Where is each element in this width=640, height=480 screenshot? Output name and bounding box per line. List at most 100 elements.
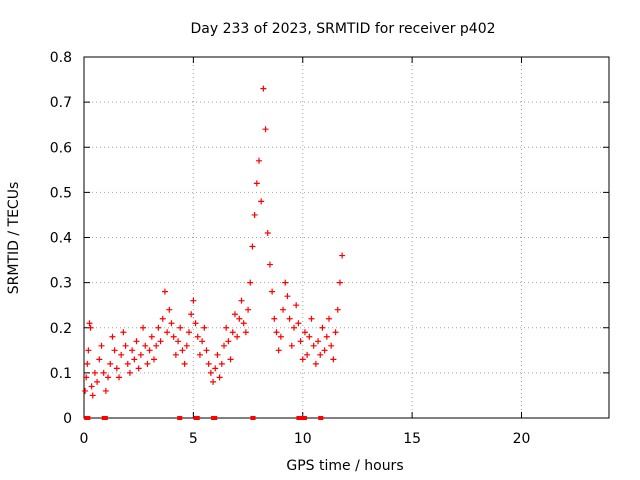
y-tick-label: 0.1 — [50, 366, 72, 382]
data-point-plus — [304, 351, 311, 358]
data-point-plus — [317, 351, 324, 358]
data-point-plus — [86, 320, 93, 327]
data-point-plus — [186, 329, 192, 336]
data-point-plus — [94, 378, 101, 385]
data-point-plus — [144, 360, 151, 367]
data-point-plus — [98, 342, 105, 349]
data-point-plus — [284, 293, 291, 300]
data-point-plus — [82, 387, 89, 394]
data-point-plus — [96, 356, 103, 363]
data-point-plus — [321, 347, 328, 354]
data-point-plus — [122, 342, 129, 349]
data-point-plus — [216, 374, 223, 381]
data-point-plus — [251, 211, 258, 218]
x-tick-label: 20 — [513, 431, 531, 447]
data-point-plus — [291, 324, 297, 331]
data-point-plus — [225, 338, 232, 345]
data-point-plus — [199, 338, 206, 345]
data-point-plus — [89, 392, 96, 399]
data-point-plus — [269, 288, 276, 295]
bottom-marker — [103, 416, 108, 420]
data-point-plus — [315, 338, 322, 345]
data-point-plus — [88, 383, 95, 390]
data-point-plus — [240, 320, 247, 327]
bottom-marker — [319, 416, 324, 420]
data-point-plus — [137, 351, 144, 358]
data-point-plus — [245, 306, 252, 313]
data-point-plus — [151, 356, 157, 363]
data-point-plus — [140, 324, 147, 331]
y-tick-label: 0.6 — [50, 140, 72, 156]
bottom-marker — [193, 416, 198, 420]
data-point-plus — [172, 351, 179, 358]
data-point-plus — [273, 329, 280, 336]
data-point-plus — [332, 329, 339, 336]
data-point-plus — [212, 365, 219, 372]
bottom-marker — [211, 416, 216, 420]
data-points — [82, 85, 346, 399]
data-point-plus — [109, 333, 116, 340]
data-point-plus — [129, 347, 136, 354]
x-tick-label: 15 — [403, 431, 421, 447]
data-point-plus — [229, 329, 236, 336]
data-point-plus — [155, 324, 162, 331]
data-point-plus — [234, 333, 241, 340]
data-point-plus — [266, 261, 273, 268]
y-axis-ticks: 0 0.1 0.2 0.3 0.4 0.5 0.6 0.7 0.8 — [50, 50, 609, 427]
bottom-marker — [302, 416, 307, 420]
data-point-plus — [194, 333, 201, 340]
data-point-plus — [116, 374, 122, 381]
data-point-plus — [142, 342, 149, 349]
data-point-plus — [201, 324, 208, 331]
data-point-plus — [105, 374, 112, 381]
data-point-plus — [113, 365, 120, 372]
y-tick-label: 0.7 — [50, 95, 72, 111]
data-point-plus — [87, 324, 94, 331]
data-point-plus — [170, 333, 177, 340]
data-point-plus — [207, 369, 214, 376]
data-point-plus — [308, 315, 315, 322]
data-point-plus — [84, 360, 91, 367]
data-point-plus — [242, 329, 249, 336]
data-point-plus — [124, 360, 131, 367]
data-point-plus — [330, 356, 337, 363]
y-tick-label: 0.2 — [50, 321, 72, 337]
data-point-plus — [164, 329, 171, 336]
bottom-marker — [84, 416, 89, 420]
data-point-plus — [271, 315, 278, 322]
data-point-plus — [323, 333, 330, 340]
data-point-plus — [102, 387, 109, 394]
bottom-markers — [84, 416, 324, 420]
data-point-plus — [260, 85, 267, 92]
y-tick-label: 0.3 — [50, 276, 72, 292]
data-point-plus — [146, 347, 153, 354]
data-point-plus — [188, 311, 195, 318]
y-axis-label: SRMTID / TECUs — [6, 182, 22, 295]
plot-frame — [83, 56, 610, 419]
data-point-plus — [286, 315, 293, 322]
data-point-plus — [126, 369, 133, 376]
data-point-plus — [299, 356, 306, 363]
data-point-plus — [196, 351, 203, 358]
data-point-plus — [262, 126, 269, 133]
data-point-plus — [210, 378, 217, 385]
data-point-plus — [249, 243, 256, 250]
data-point-plus — [83, 374, 90, 381]
data-point-plus — [190, 297, 197, 304]
data-point-plus — [256, 157, 262, 164]
data-point-plus — [295, 320, 302, 327]
data-point-plus — [238, 297, 245, 304]
data-point-plus — [297, 338, 304, 345]
data-point-plus — [306, 333, 313, 340]
data-point-plus — [120, 329, 127, 336]
axes — [83, 56, 610, 419]
bottom-marker — [296, 416, 301, 420]
data-point-plus — [247, 279, 254, 286]
grid — [84, 57, 609, 418]
data-point-plus — [205, 360, 212, 367]
data-point-plus — [148, 333, 155, 340]
x-axis-label: GPS time / hours — [286, 458, 403, 474]
data-point-plus — [236, 315, 243, 322]
data-point-plus — [192, 320, 199, 327]
